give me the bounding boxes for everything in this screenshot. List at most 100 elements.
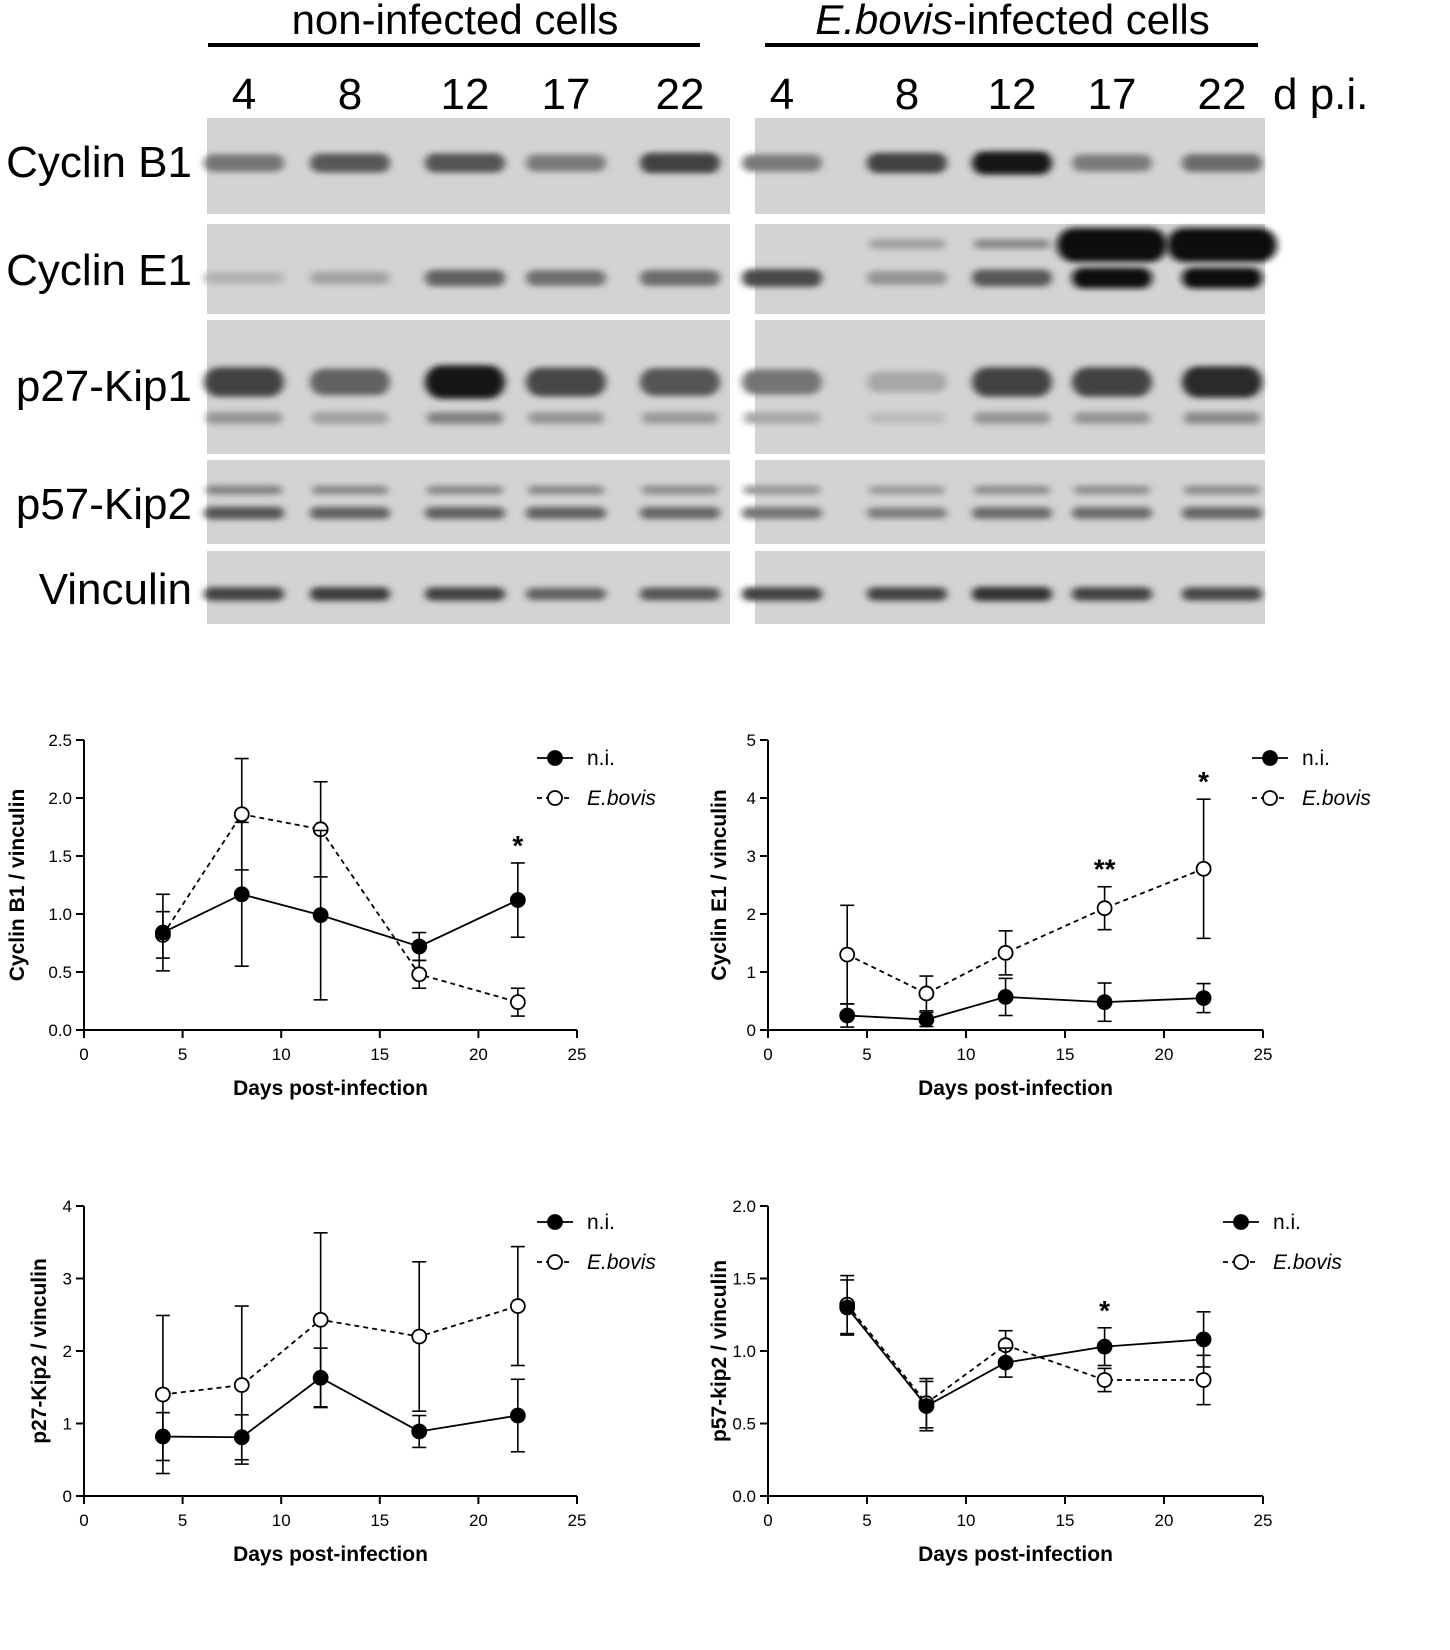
blot-band xyxy=(1072,154,1152,172)
blot-band xyxy=(744,412,820,424)
blot-band xyxy=(640,587,720,601)
x-axis-label: Days post-infection xyxy=(918,1077,1113,1100)
blot-band xyxy=(640,368,720,396)
data-point-ni xyxy=(997,989,1014,1005)
data-point-ebovis xyxy=(839,946,856,963)
x-tick-label: 10 xyxy=(957,1511,976,1530)
y-tick-label: 3 xyxy=(747,847,756,866)
data-point-ebovis xyxy=(1195,1372,1212,1388)
y-tick-label: 3 xyxy=(63,1270,72,1289)
data-point-ebovis xyxy=(154,1386,171,1403)
blot-band xyxy=(425,269,505,287)
blot-band xyxy=(867,371,947,393)
data-point-ni xyxy=(839,1299,856,1316)
x-tick-label: 25 xyxy=(568,1045,587,1064)
lane-label: 12 xyxy=(440,70,490,119)
data-point-ebovis xyxy=(411,1328,428,1345)
series-line-ni xyxy=(847,996,1204,1021)
x-tick-label: 0 xyxy=(79,1045,88,1064)
data-point-ebovis xyxy=(997,944,1014,961)
blot-strip xyxy=(755,460,1265,544)
blot-band xyxy=(204,506,284,520)
y-tick-label: 0.5 xyxy=(732,1415,756,1434)
blot-band xyxy=(1072,267,1152,289)
chart-cyclin-b1: 0 5 10 15 20 25 0.0 0.5 1.0 1.5 2.0 2.5 Days post-in… xyxy=(6,731,656,1100)
blot-band xyxy=(1167,228,1277,262)
blot-band xyxy=(1072,367,1152,397)
x-tick-label: 20 xyxy=(469,1045,488,1064)
data-point-ni xyxy=(1096,994,1113,1011)
chart-cyclin-e1: 0 5 10 15 20 25 0 1 2 3 4 5 Days post-infection Cycli… xyxy=(708,731,1371,1100)
lane-label: 22 xyxy=(1197,70,1247,119)
data-point-ni xyxy=(233,1429,250,1446)
legend-label: E.bovis xyxy=(587,1251,656,1274)
y-tick-label: 0.0 xyxy=(732,1487,756,1506)
lane-label: 8 xyxy=(337,70,363,119)
blot-band xyxy=(528,412,604,424)
lane-unit-label: d p.i. xyxy=(1273,70,1369,119)
blot-band xyxy=(526,270,606,286)
data-point-ni xyxy=(1195,1331,1212,1348)
y-tick-label: 2.0 xyxy=(48,789,72,808)
y-axis-label: Cyclin E1 / vinculin xyxy=(708,789,731,980)
lane-label: 12 xyxy=(987,70,1037,119)
data-point-ebovis xyxy=(411,966,428,983)
blot-band xyxy=(742,507,822,519)
series-line-ebovis xyxy=(846,1304,1204,1405)
legend-marker xyxy=(1233,1214,1249,1230)
legend-marker xyxy=(1262,790,1278,806)
y-tick-label: 0.5 xyxy=(48,963,72,982)
x-tick-label: 5 xyxy=(178,1511,187,1530)
data-point-ni xyxy=(918,1398,935,1415)
blot-band xyxy=(310,153,390,173)
blot-band xyxy=(642,412,718,424)
series-line-ebovis xyxy=(162,1305,519,1396)
blot-band xyxy=(742,269,822,287)
x-tick-label: 20 xyxy=(1155,1511,1174,1530)
blot-band xyxy=(742,587,822,601)
blot-row-label: Cyclin B1 xyxy=(6,138,192,187)
group-title-infected: E.bovis-infected cells xyxy=(815,0,1210,43)
blot-band xyxy=(640,270,720,286)
blot-band xyxy=(1072,507,1152,519)
blot-band xyxy=(204,367,284,397)
blot-band xyxy=(526,506,606,520)
legend-label: n.i. xyxy=(587,1211,615,1234)
legend-marker xyxy=(547,790,563,806)
blot-band xyxy=(742,369,822,395)
blot-row-label: p57-Kip2 xyxy=(15,480,192,529)
blot-band xyxy=(869,239,945,249)
significance-marker: * xyxy=(512,830,523,861)
y-tick-label: 0 xyxy=(747,1021,756,1040)
legend-marker xyxy=(547,1214,563,1230)
blot-band xyxy=(974,412,1050,424)
series-line-ebovis xyxy=(162,813,519,1004)
blot-band xyxy=(427,485,503,495)
lane-label: 8 xyxy=(894,70,920,119)
blot-strip xyxy=(207,224,730,314)
blot-band xyxy=(528,485,604,495)
x-tick-label: 5 xyxy=(862,1511,871,1530)
blot-band xyxy=(1182,587,1262,601)
blot-band xyxy=(867,152,947,174)
x-tick-label: 5 xyxy=(178,1045,187,1064)
x-tick-label: 20 xyxy=(469,1511,488,1530)
y-tick-label: 1 xyxy=(747,963,756,982)
blot-band xyxy=(1182,366,1262,398)
lane-label: 22 xyxy=(655,70,705,119)
y-tick-label: 5 xyxy=(747,731,756,750)
data-point-ni xyxy=(312,907,329,924)
data-point-ebovis xyxy=(1096,900,1113,917)
legend-marker xyxy=(1262,750,1278,766)
significance-marker: * xyxy=(1198,766,1209,797)
x-tick-label: 15 xyxy=(370,1045,389,1064)
x-tick-label: 5 xyxy=(862,1045,871,1064)
blot-band xyxy=(310,271,390,285)
legend-marker xyxy=(1233,1254,1249,1270)
blot-band xyxy=(310,587,390,601)
blot-band xyxy=(312,485,388,495)
data-point-ni xyxy=(1096,1338,1113,1355)
data-point-ni xyxy=(411,1423,428,1440)
blot-band xyxy=(742,154,822,172)
blot-band xyxy=(1182,506,1262,520)
